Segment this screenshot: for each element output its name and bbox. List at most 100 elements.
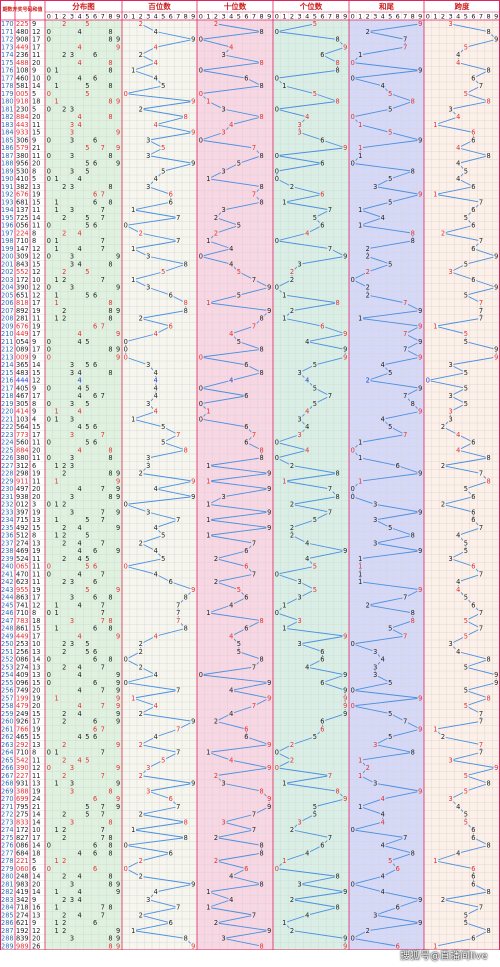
sum_tail-mark-bg bbox=[402, 299, 409, 307]
tens-mark-bg bbox=[198, 384, 204, 392]
sum-cell: 14 bbox=[32, 842, 40, 850]
span-mark: 4 bbox=[456, 849, 460, 857]
units-mark: 6 bbox=[320, 718, 324, 726]
number-cell: 938 bbox=[16, 493, 29, 501]
span-mark-bg bbox=[455, 59, 461, 66]
distribution-mark: 2 bbox=[62, 268, 66, 276]
sum_tail-mark: 7 bbox=[403, 834, 407, 842]
distribution-mark: 4 bbox=[78, 245, 82, 253]
units-mark: 4 bbox=[305, 338, 309, 346]
sum_tail-mark: 9 bbox=[418, 586, 422, 594]
tens-mark: 8 bbox=[259, 454, 263, 462]
hundreds-mark: 6 bbox=[169, 291, 173, 299]
tens-mark: 6 bbox=[244, 361, 248, 369]
tens-mark-bg bbox=[251, 322, 257, 330]
distribution-mark: 2 bbox=[62, 307, 66, 315]
units-mark-bg bbox=[342, 671, 348, 679]
span-mark: 5 bbox=[464, 919, 468, 927]
sum_tail-mark-bg bbox=[379, 361, 386, 369]
span-mark-bg bbox=[478, 524, 484, 531]
number-cell: 492 bbox=[16, 524, 29, 532]
number-cell: 795 bbox=[16, 803, 29, 811]
distribution-mark: 5 bbox=[85, 733, 89, 741]
span-mark: 5 bbox=[464, 260, 468, 268]
sum-cell: 13 bbox=[32, 539, 40, 547]
period-cell: 194 bbox=[1, 206, 14, 214]
sum-cell: 8 bbox=[32, 237, 36, 245]
sum_tail-mark-bg bbox=[357, 803, 364, 810]
period-cell: 279 bbox=[1, 865, 14, 873]
tens-mark: 2 bbox=[214, 834, 218, 842]
distribution-mark: 3 bbox=[70, 578, 74, 586]
number-cell: 298 bbox=[16, 470, 29, 478]
hundreds-mark: 4 bbox=[154, 43, 158, 51]
units-mark-bg bbox=[342, 702, 348, 710]
digit-label: 8 bbox=[184, 13, 188, 21]
digit-label: 3 bbox=[373, 13, 377, 21]
tens-mark: 5 bbox=[237, 160, 241, 168]
span-mark: 5 bbox=[464, 687, 468, 695]
sum_tail-mark-bg bbox=[402, 330, 409, 338]
span-mark: 5 bbox=[464, 702, 468, 710]
number-cell: 725 bbox=[16, 214, 29, 222]
number-cell: 843 bbox=[16, 260, 29, 268]
span-mark: 5 bbox=[464, 214, 468, 222]
digit-label: 3 bbox=[298, 13, 302, 21]
distribution-mark: 1 bbox=[54, 904, 58, 912]
number-cell: 497 bbox=[16, 485, 29, 493]
units-mark: 1 bbox=[282, 625, 286, 633]
distribution-mark: 0 bbox=[47, 175, 51, 183]
sum_tail-mark-bg bbox=[349, 446, 356, 454]
tens-mark-bg bbox=[205, 501, 212, 508]
hundreds-mark-bg bbox=[152, 330, 159, 338]
hundreds-mark: 8 bbox=[184, 935, 188, 943]
hundreds-mark-bg bbox=[167, 322, 174, 330]
units-mark: 0 bbox=[275, 237, 279, 245]
distribution-mark: 4 bbox=[78, 377, 82, 385]
tens-mark: 1 bbox=[206, 888, 210, 896]
hundreds-mark-bg bbox=[145, 508, 152, 516]
span-mark-bg bbox=[455, 160, 461, 167]
distribution-mark: 0 bbox=[47, 237, 51, 245]
distribution-mark: 6 bbox=[93, 795, 97, 803]
distribution-mark: 3 bbox=[70, 152, 74, 160]
distribution-mark: 3 bbox=[70, 136, 74, 144]
tens-mark: 7 bbox=[252, 663, 256, 671]
period-cell: 275 bbox=[1, 834, 14, 842]
span-mark: 6 bbox=[471, 183, 475, 191]
span-mark-bg bbox=[485, 888, 492, 896]
period-cell: 244 bbox=[1, 594, 14, 602]
span-mark: 7 bbox=[479, 710, 483, 718]
period-cell: 218 bbox=[1, 392, 14, 400]
sum_tail-mark-bg bbox=[364, 284, 371, 291]
span-mark-bg bbox=[432, 857, 439, 865]
units-mark: 2 bbox=[290, 462, 294, 470]
number-cell: 380 bbox=[16, 152, 29, 160]
number-cell: 172 bbox=[16, 276, 29, 284]
span-mark: 8 bbox=[486, 28, 490, 36]
tens-mark: 4 bbox=[229, 245, 233, 253]
distribution-mark: 1 bbox=[54, 315, 58, 323]
span-mark: 8 bbox=[486, 927, 490, 935]
period-cell: 251 bbox=[1, 648, 14, 656]
tens-mark: 8 bbox=[259, 198, 263, 206]
span-mark-bg bbox=[470, 245, 477, 252]
tens-mark: 3 bbox=[221, 780, 225, 788]
tens-mark-bg bbox=[213, 578, 219, 586]
span-mark: 4 bbox=[456, 431, 460, 439]
sum_tail-mark: 9 bbox=[418, 725, 422, 733]
tens-mark-bg bbox=[205, 516, 212, 524]
hundreds-mark: 4 bbox=[154, 888, 158, 896]
tens-mark: 6 bbox=[244, 594, 248, 602]
hundreds-mark: 0 bbox=[124, 563, 128, 571]
sum_tail-mark: 5 bbox=[388, 524, 392, 532]
distribution-mark: 9 bbox=[116, 144, 120, 152]
span-mark: 7 bbox=[479, 904, 483, 912]
sum_tail-mark-bg bbox=[387, 733, 394, 741]
units-mark: 3 bbox=[297, 578, 301, 586]
distribution-mark: 6 bbox=[93, 423, 97, 431]
units-mark: 7 bbox=[328, 772, 332, 780]
tens-mark: 8 bbox=[259, 942, 263, 950]
number-cell: 465 bbox=[16, 733, 29, 741]
period-cell: 281 bbox=[1, 880, 14, 888]
